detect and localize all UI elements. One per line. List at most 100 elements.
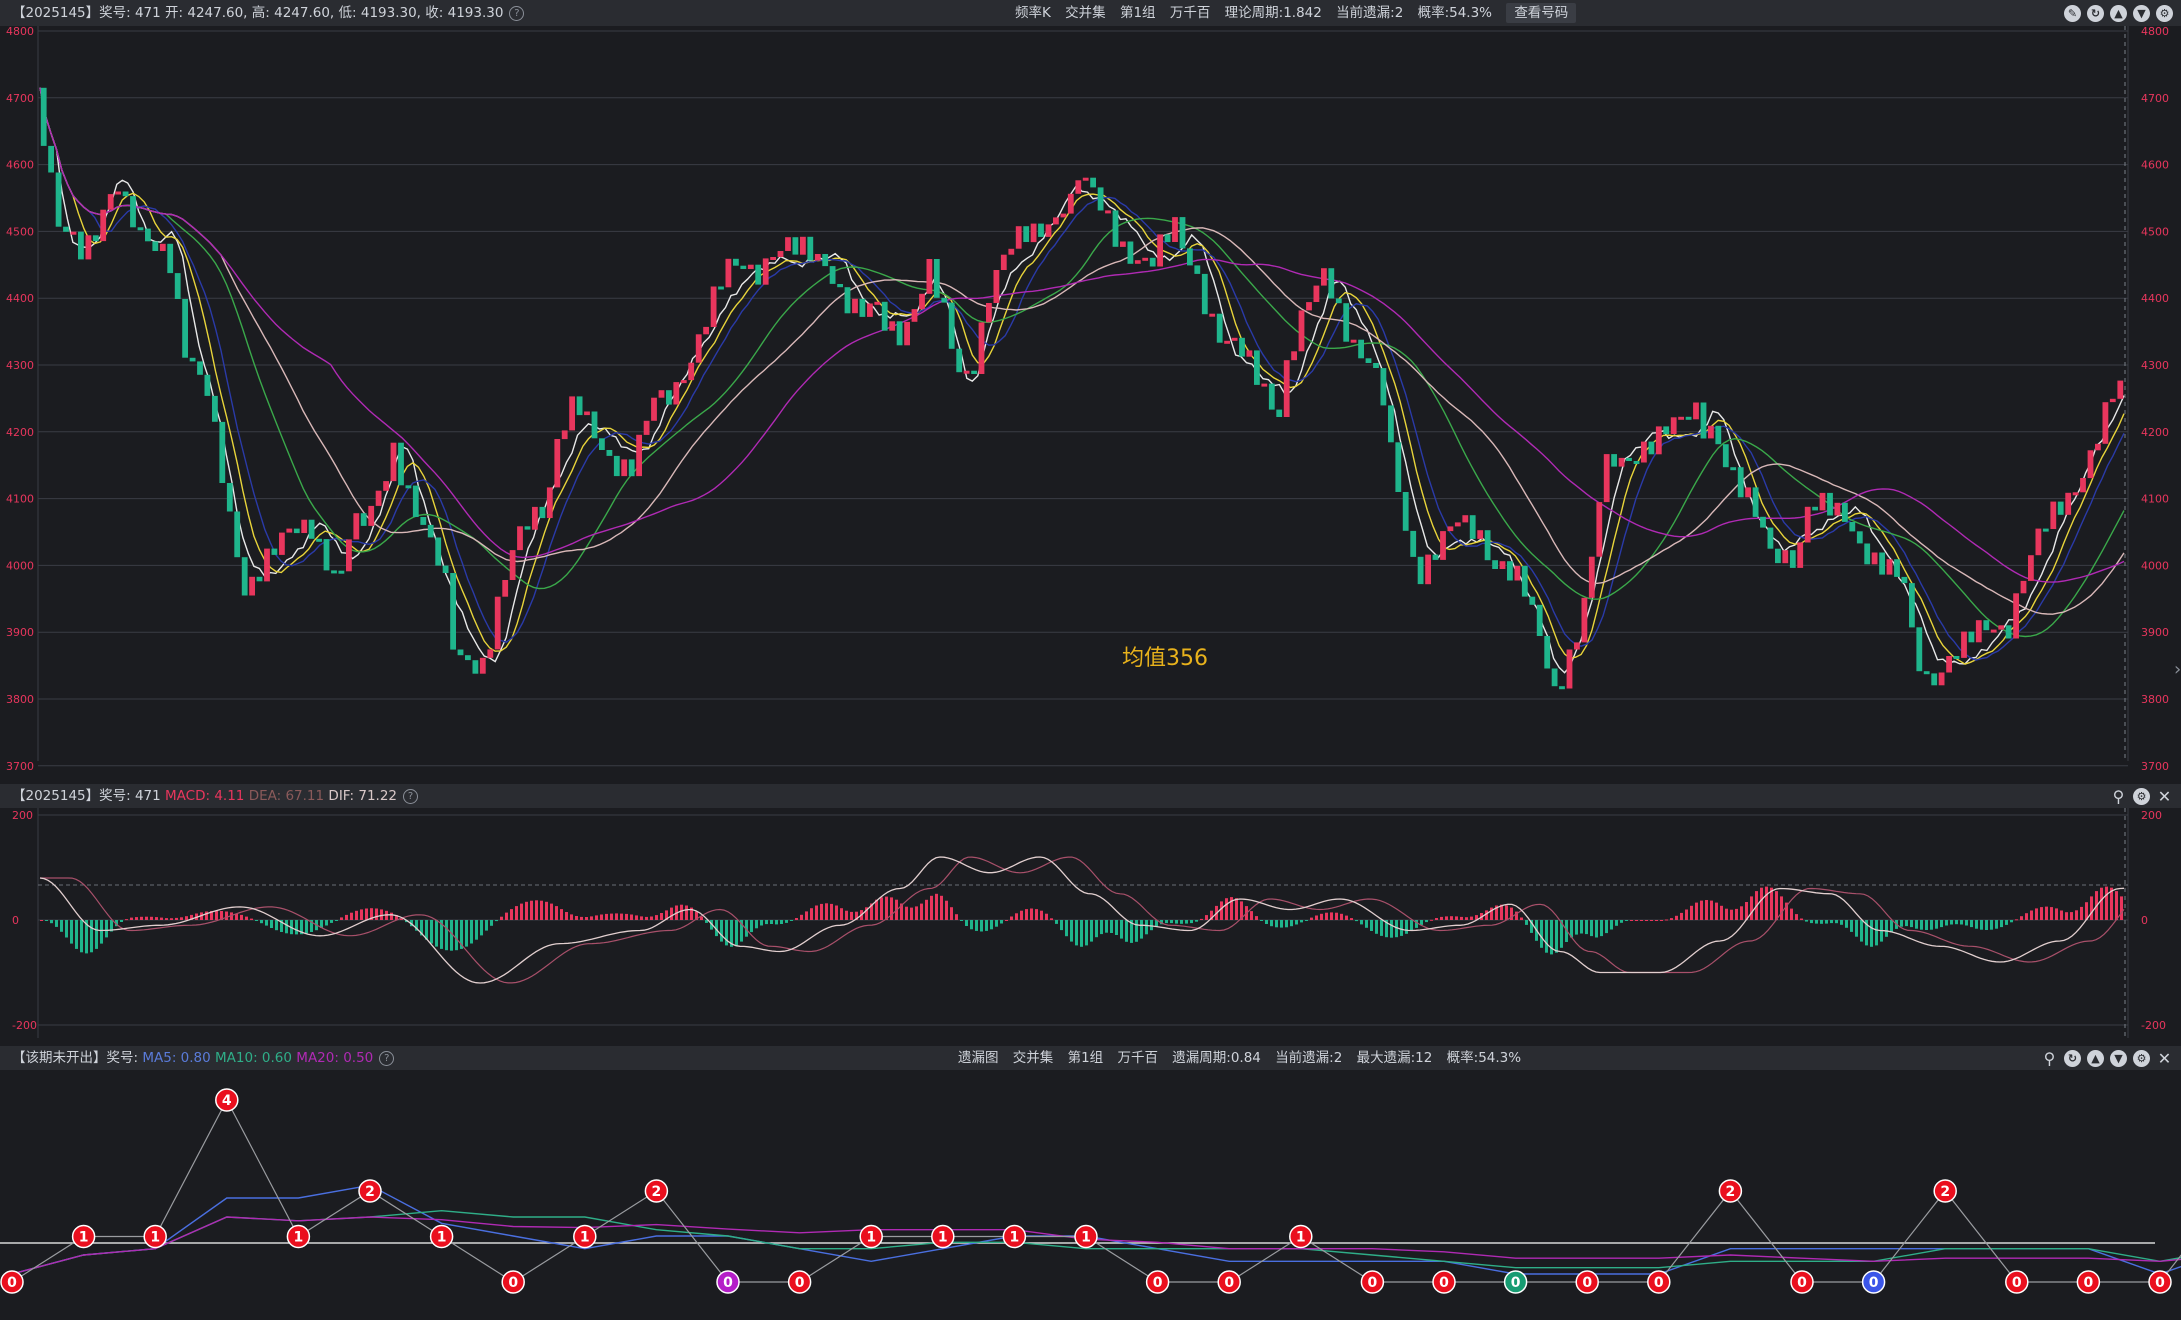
kline-candle bbox=[1321, 268, 1327, 286]
help-icon[interactable]: ? bbox=[509, 5, 525, 21]
kline-candle bbox=[1499, 561, 1506, 569]
macd-histogram-bar bbox=[2035, 908, 2038, 920]
macd-histogram-bar bbox=[220, 911, 223, 920]
kline-candle bbox=[919, 293, 925, 310]
macd-histogram-bar bbox=[1000, 920, 1003, 924]
settings-icon[interactable]: ⚙ bbox=[2133, 787, 2150, 805]
kline-candle bbox=[1909, 583, 1915, 628]
kline-candle bbox=[643, 420, 650, 435]
kline-candle bbox=[1737, 467, 1744, 498]
miss-item-union[interactable]: 交并集 bbox=[1012, 1050, 1054, 1066]
kline-candle bbox=[465, 655, 471, 661]
pin-icon[interactable]: ⚲ bbox=[2112, 786, 2125, 806]
macd-histogram-bar bbox=[1020, 910, 1023, 920]
macd-histogram-bar bbox=[1175, 920, 1178, 924]
kline-candle bbox=[1514, 565, 1521, 581]
macd-histogram-bar bbox=[225, 911, 228, 920]
pin-icon[interactable]: ⚲ bbox=[2043, 1048, 2056, 1068]
settings-icon[interactable]: ⚙ bbox=[2156, 4, 2173, 22]
kline-candle bbox=[1015, 226, 1022, 249]
macd-histogram-bar bbox=[1695, 902, 1698, 920]
kline-candle bbox=[591, 411, 598, 439]
macd-histogram-bar bbox=[500, 916, 503, 920]
macd-histogram-bar bbox=[1160, 920, 1163, 925]
close-icon[interactable]: ✕ bbox=[2157, 786, 2172, 806]
kline-moving-averages bbox=[39, 87, 2125, 674]
miss-item-position[interactable]: 万千百 bbox=[1117, 1050, 1158, 1066]
kline-candle bbox=[1626, 457, 1632, 461]
kline-candle bbox=[948, 302, 955, 349]
miss-point-label: 0 bbox=[723, 1275, 733, 1291]
macd-histogram-bar bbox=[445, 920, 448, 951]
kline-candle bbox=[613, 455, 620, 477]
macd-histogram-bar bbox=[620, 913, 623, 920]
kline-candle bbox=[427, 524, 434, 538]
y-tick-label-right: 4300 bbox=[2141, 359, 2169, 372]
header-item-position[interactable]: 万千百 bbox=[1169, 5, 1211, 21]
help-icon[interactable]: ? bbox=[403, 788, 419, 804]
kline-candle bbox=[1901, 576, 1908, 584]
macd-value: MACD: 4.11 bbox=[165, 788, 245, 804]
refresh-icon[interactable]: ↻ bbox=[2087, 4, 2104, 22]
kline-candle bbox=[122, 191, 129, 197]
macd-histogram-bar bbox=[1110, 920, 1113, 933]
header-item-group[interactable]: 第1组 bbox=[1119, 5, 1156, 21]
miss-point: 1 bbox=[931, 1224, 955, 1249]
miss-ma5-line bbox=[11, 1184, 2181, 1275]
macd-histogram-bar bbox=[885, 896, 888, 920]
macd-histogram-bar bbox=[415, 920, 418, 931]
kline-candle bbox=[174, 273, 181, 299]
macd-histogram-bar bbox=[75, 920, 78, 949]
ma-pink-line bbox=[39, 87, 2125, 615]
kline-candle bbox=[1715, 425, 1722, 445]
macd-histogram-bar bbox=[935, 893, 938, 920]
macd-chart[interactable]: 200 200 0 0 -200 -200 bbox=[0, 808, 2181, 1046]
kline-chart[interactable]: 4800 4800 4700 4700 4600 4600 4500 4500 4400 4400… bbox=[0, 26, 2181, 786]
miss-item-group[interactable]: 第1组 bbox=[1067, 1050, 1104, 1066]
kline-candle bbox=[517, 526, 523, 551]
header-item-union[interactable]: 交并集 bbox=[1065, 5, 1106, 21]
y-tick-label-right: 4400 bbox=[2141, 292, 2169, 305]
kline-candle bbox=[2042, 528, 2049, 532]
kline-candle bbox=[718, 286, 724, 290]
macd-histogram-bar bbox=[1095, 920, 1098, 938]
edit-icon[interactable]: ✎ bbox=[2064, 4, 2081, 22]
arrow-down-icon[interactable]: ▼ bbox=[2110, 1049, 2127, 1067]
kline-candle bbox=[390, 442, 397, 482]
y-tick-label-left: 200 bbox=[12, 809, 33, 822]
macd-histogram-bar bbox=[1595, 920, 1598, 938]
kline-candle bbox=[1179, 217, 1186, 249]
miss-point: 1 bbox=[1002, 1224, 1027, 1249]
help-icon[interactable]: ? bbox=[379, 1050, 395, 1066]
macd-histogram-bar bbox=[1395, 920, 1398, 938]
macd-histogram-bar bbox=[1530, 920, 1533, 933]
miss-point: 0 bbox=[1861, 1270, 1886, 1294]
kline-candle bbox=[889, 321, 896, 331]
macd-histogram-bar bbox=[1685, 909, 1688, 920]
kline-candle bbox=[420, 517, 427, 525]
kline-candle bbox=[1708, 425, 1714, 439]
miss-item-chart[interactable]: 遗漏图 bbox=[958, 1050, 999, 1066]
kline-candle bbox=[1789, 550, 1796, 568]
macd-histogram-bar bbox=[1405, 920, 1408, 934]
macd-histogram-bar bbox=[2050, 907, 2053, 920]
arrow-down-icon[interactable]: ▼ bbox=[2133, 4, 2150, 22]
kline-candle bbox=[1536, 604, 1543, 636]
arrow-up-icon[interactable]: ▲ bbox=[2087, 1049, 2104, 1067]
settings-icon[interactable]: ⚙ bbox=[2133, 1049, 2150, 1067]
y-tick-label-left: 3700 bbox=[6, 760, 34, 773]
macd-histogram-bar bbox=[980, 920, 983, 932]
arrow-up-icon[interactable]: ▲ bbox=[2110, 4, 2127, 22]
close-icon[interactable]: ✕ bbox=[2157, 1048, 2172, 1068]
macd-histogram-bar bbox=[940, 895, 943, 920]
view-numbers-button[interactable]: 查看号码 bbox=[1506, 3, 1577, 23]
collapse-arrow-icon[interactable]: › bbox=[2174, 659, 2181, 680]
macd-histogram-bar bbox=[515, 906, 518, 920]
kline-candle bbox=[249, 576, 255, 596]
refresh-icon[interactable]: ↻ bbox=[2064, 1049, 2081, 1067]
macd-histogram-bar bbox=[1045, 913, 1048, 920]
kline-candle bbox=[978, 322, 985, 374]
miss-chart[interactable]: 01141210120011110010000020020002 bbox=[0, 1070, 2181, 1320]
macd-histogram-bar bbox=[605, 913, 608, 920]
header-item-freq[interactable]: 频率K bbox=[1015, 5, 1051, 21]
